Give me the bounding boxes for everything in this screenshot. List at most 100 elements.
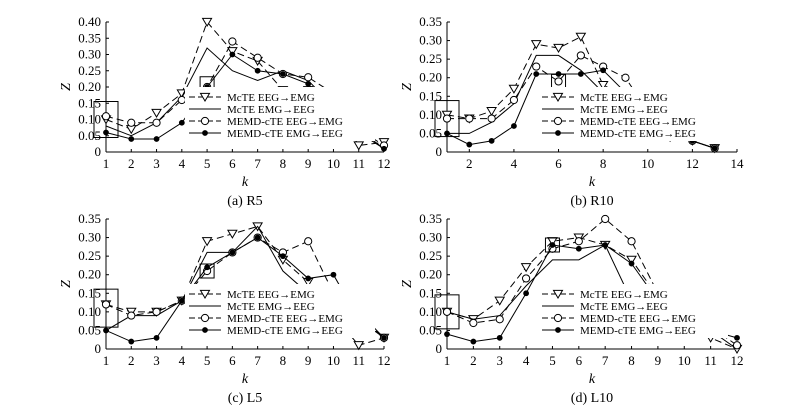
x-tick-label: 11	[352, 156, 365, 171]
y-tick-label: 0.05	[419, 125, 442, 140]
y-tick-label: 0.15	[78, 95, 101, 110]
legend-circle-marker	[200, 116, 210, 126]
legend-label: McTE EEG→EMG	[227, 289, 315, 301]
y-tick-label: 0.05	[78, 322, 101, 337]
y-tick-label: 0.25	[419, 51, 442, 66]
dot-marker	[523, 290, 529, 297]
dot-marker	[444, 331, 450, 338]
highlight-box	[199, 263, 215, 279]
y-tick-label: 0.20	[419, 267, 442, 282]
triangle-marker	[494, 296, 506, 306]
triangle-marker	[508, 84, 520, 94]
y-tick-label: 0.05	[78, 128, 101, 143]
x-axis-label: k	[242, 175, 249, 190]
dot-marker	[600, 67, 607, 74]
x-tick-label: 7	[254, 156, 261, 171]
x-tick-label: 6	[555, 156, 562, 171]
circle-marker	[152, 118, 161, 127]
legend-triangle-marker	[552, 92, 564, 103]
triangle-marker	[486, 107, 497, 117]
x-tick-label: 4	[511, 156, 518, 171]
x-tick-label: 12	[686, 156, 699, 171]
dot-marker	[628, 260, 635, 267]
x-tick-label: 8	[280, 353, 287, 368]
dot-marker	[254, 67, 261, 74]
legend-triangle-marker	[199, 92, 211, 103]
highlight-box	[93, 288, 119, 328]
dot-marker	[602, 242, 609, 248]
x-tick-label: 6	[576, 353, 583, 368]
dot-marker	[128, 338, 135, 345]
x-tick-label: 2	[466, 156, 473, 171]
dot-marker	[153, 334, 160, 341]
legend-label: McTE EEG→EMG	[580, 289, 668, 301]
circle-marker	[576, 51, 585, 60]
y-tick-label: 0.10	[78, 112, 101, 127]
triangle-marker	[553, 43, 564, 54]
y-tick-label: 0.35	[78, 30, 101, 45]
subplot-3: 00.050.100.150.200.250.300.351 2 3 4 5 6 7 8 9 10…	[59, 211, 391, 406]
x-tick-label: 9	[305, 156, 312, 171]
x-tick-label: 5	[204, 353, 211, 368]
dot-marker	[488, 137, 495, 144]
y-tick-label: 0.25	[419, 248, 442, 263]
circle-marker	[521, 274, 531, 283]
y-tick-label: 0.30	[419, 33, 442, 48]
dot-marker	[470, 338, 477, 345]
legend-label: MEMD-cTE EEG→EMG	[227, 313, 343, 325]
y-tick-label: 0.25	[78, 248, 101, 263]
x-tick-label: 2	[470, 353, 477, 368]
subplot-1: 00.050.100.150.200.250.300.350.401 2 3 4 5 6 7…	[59, 14, 391, 209]
y-axis-label: Z	[400, 280, 415, 288]
subplot-4: 00.050.100.150.200.250.300.351 2 3 4 5 6 7 8 9 10…	[400, 211, 744, 406]
legend-background	[185, 284, 375, 338]
legend-label: MEMD-cTE EEG→EMG	[580, 313, 696, 325]
dot-marker	[280, 71, 286, 77]
x-tick-label: 10	[327, 353, 340, 368]
x-tick-label: 2	[128, 156, 135, 171]
dot-marker	[711, 145, 718, 152]
dot-marker	[381, 145, 387, 152]
x-axis-label: k	[242, 372, 249, 387]
x-tick-label: 4	[179, 353, 186, 368]
series-line-1	[446, 237, 738, 350]
legend-background	[185, 87, 375, 141]
x-tick-label: 10	[678, 353, 691, 368]
legend-triangle-marker	[552, 289, 564, 300]
x-tick-label: 8	[600, 156, 607, 171]
y-tick-label: 0.15	[419, 285, 442, 300]
dot-marker	[178, 119, 185, 126]
circle-marker	[601, 214, 610, 224]
y-tick-label: 0.20	[419, 70, 442, 85]
y-tick-label: 0	[95, 144, 102, 159]
circle-marker	[469, 318, 478, 328]
highlight-box	[434, 100, 460, 138]
dot-marker	[103, 327, 109, 334]
legend-label: McTE EEG→EMG	[227, 92, 315, 104]
y-tick-label: 0.35	[419, 14, 442, 29]
circle-marker	[487, 114, 496, 123]
circle-marker	[304, 73, 313, 82]
x-tick-label: 10	[327, 156, 340, 171]
y-tick-label: 0.30	[419, 230, 442, 245]
circle-marker	[465, 114, 474, 123]
circle-marker	[574, 237, 583, 246]
circle-marker	[101, 112, 111, 121]
circle-marker	[627, 237, 636, 246]
x-tick-label: 9	[305, 353, 312, 368]
y-tick-label: 0	[436, 341, 443, 356]
y-tick-label: 0.40	[78, 14, 101, 29]
series-line-4	[105, 236, 385, 343]
y-tick-label: 0.10	[419, 107, 442, 122]
x-tick-label: 11	[704, 353, 717, 368]
dot-marker	[128, 136, 135, 142]
circle-marker	[732, 341, 742, 350]
x-tick-label: 1	[103, 156, 110, 171]
y-tick-label: 0.20	[78, 267, 101, 282]
triangle-marker	[626, 255, 637, 265]
legend-label: McTE EMG→EEG	[227, 301, 315, 313]
x-tick-label: 6	[229, 353, 236, 368]
subplot-caption: (c) L5	[228, 391, 263, 406]
legend-background	[538, 284, 728, 338]
